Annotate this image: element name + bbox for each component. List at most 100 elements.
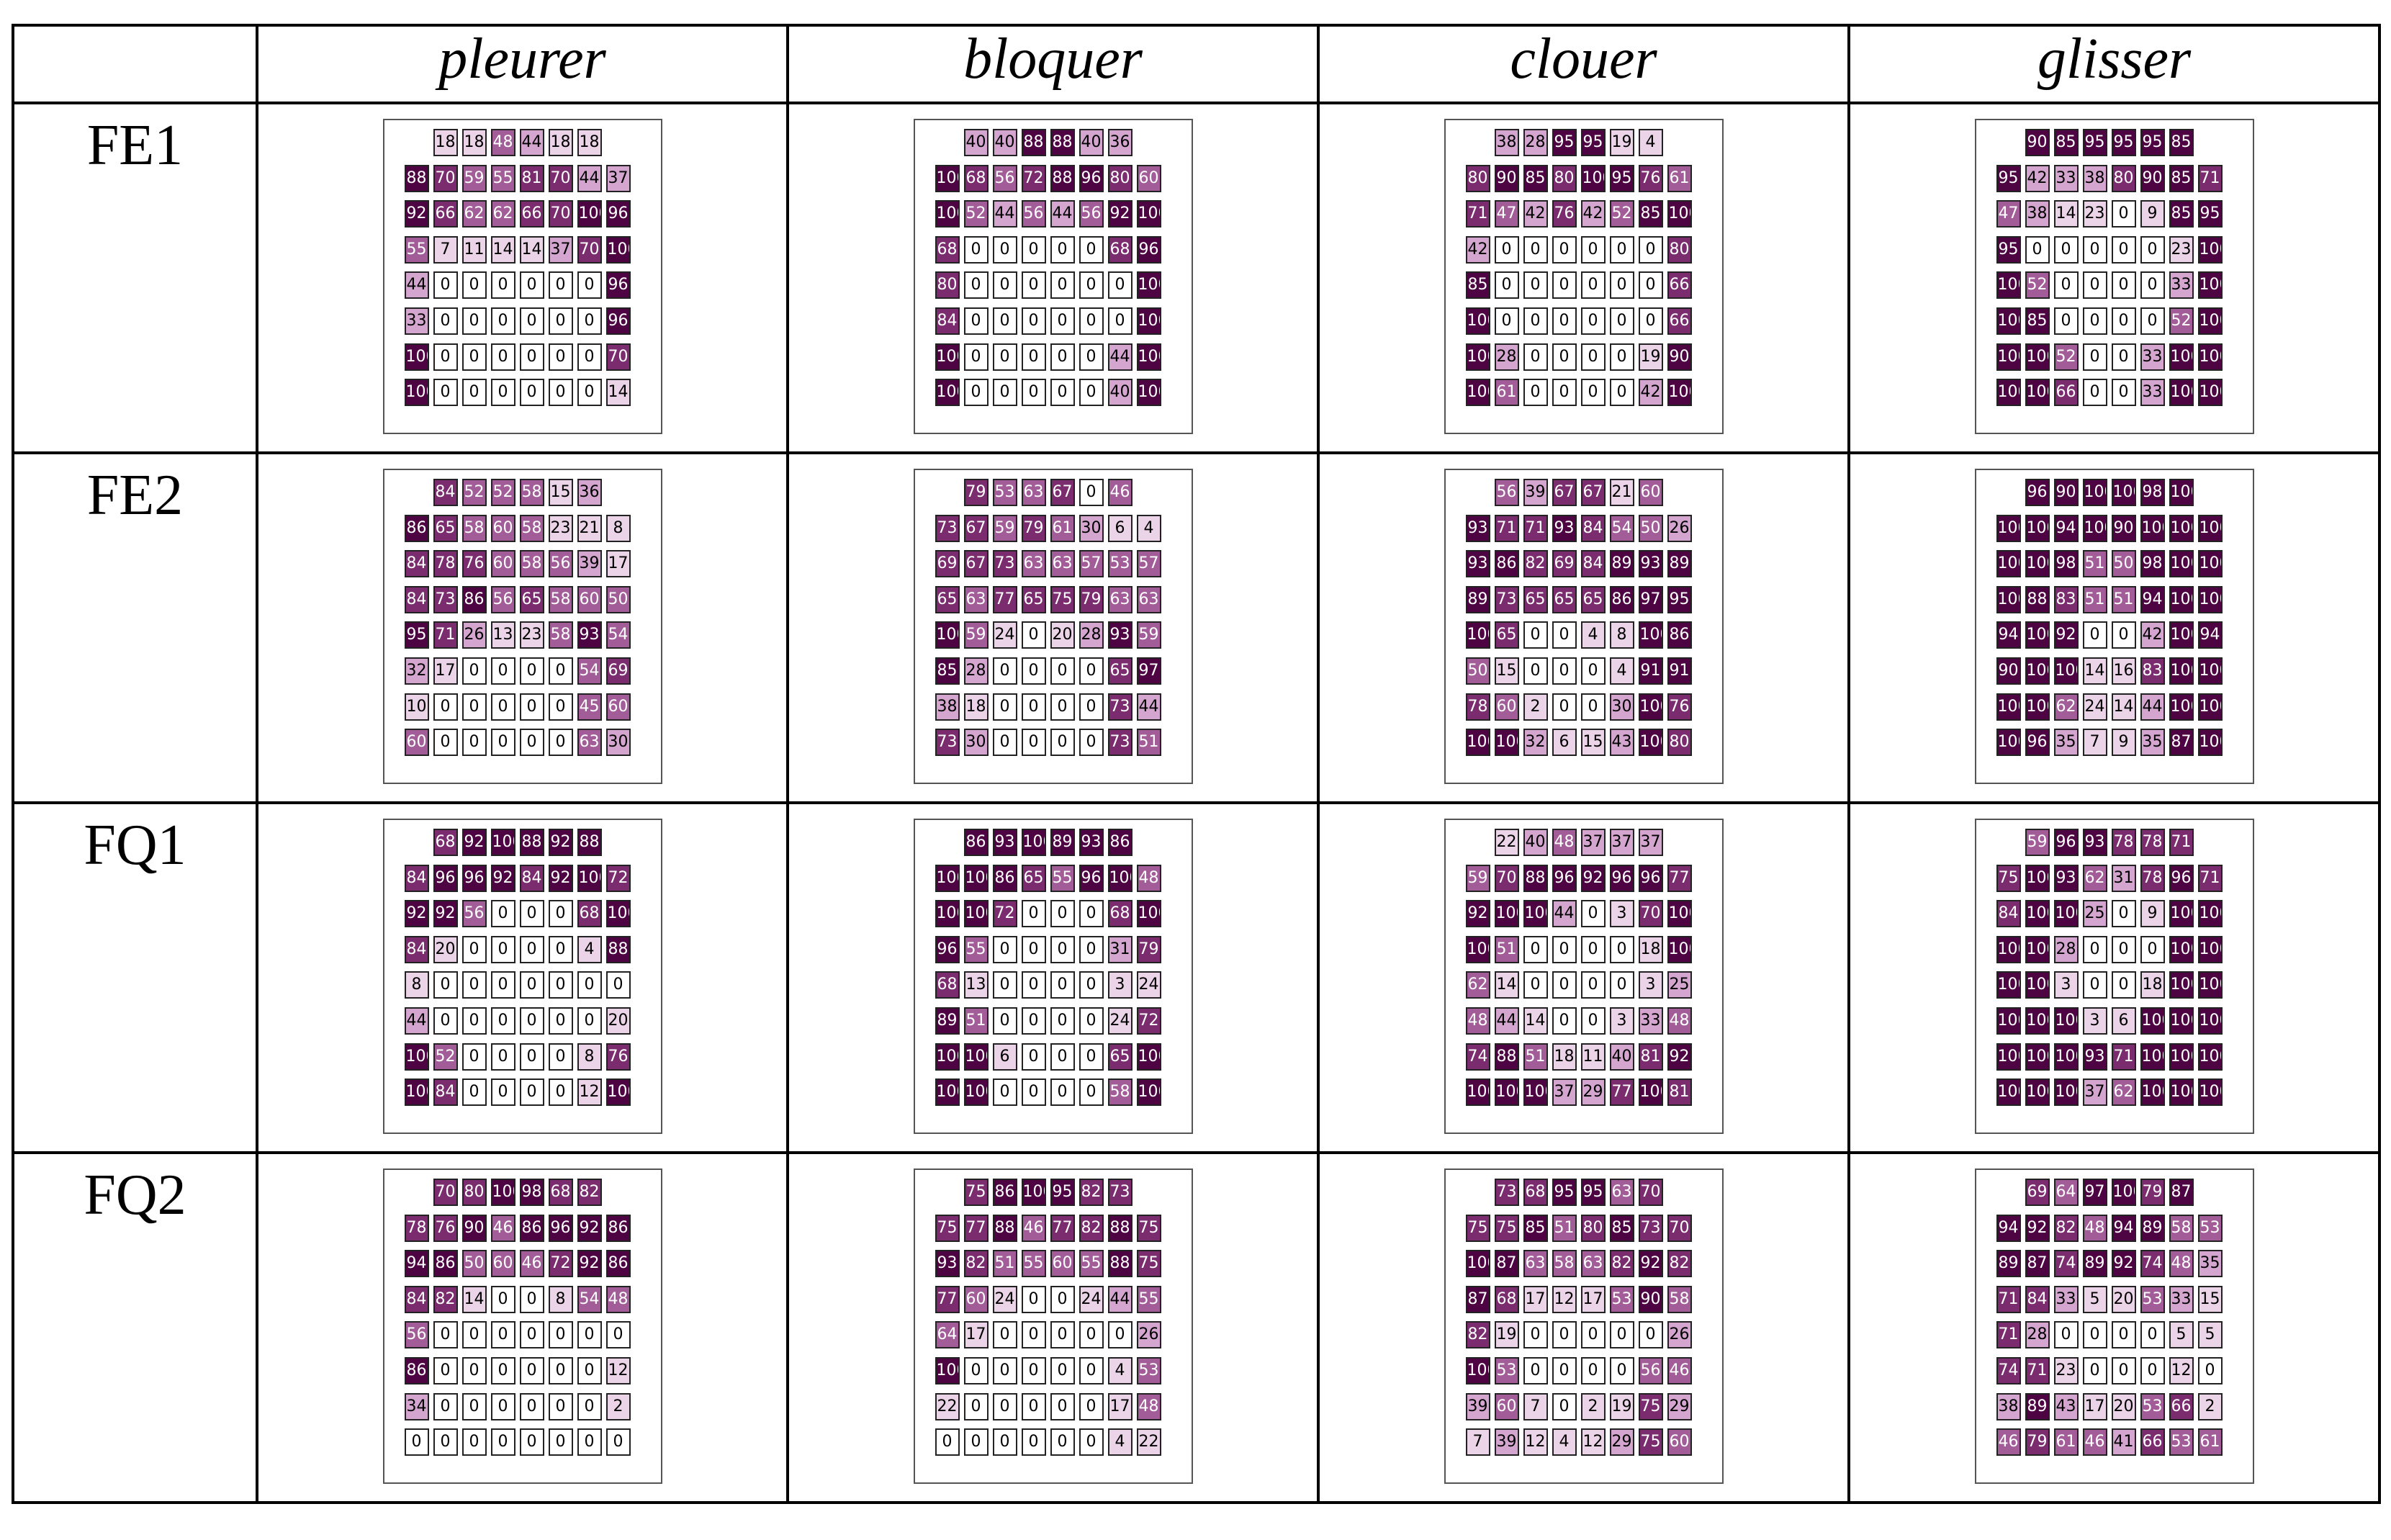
heatmap-cell: 0 [1523, 971, 1548, 999]
heatmap-cell: 56 [1021, 200, 1046, 228]
panel-cell: 7586100958273757788467782887593825155605… [786, 1151, 1320, 1504]
heatmap-cell: 0 [461, 1007, 487, 1035]
heatmap-cell: 0 [2053, 235, 2079, 264]
heatmap-cell: 82 [1079, 1179, 1104, 1206]
heatmap-cell: 100 [2197, 935, 2223, 963]
heatmap-cell: 0 [992, 1357, 1017, 1384]
heatmap-cell: 85 [1638, 200, 1663, 228]
heatmap-cell: 0 [577, 343, 602, 371]
heatmap-cell: 96 [1552, 864, 1577, 892]
heatmap-cell: 53 [1136, 1357, 1161, 1384]
heatmap-cell: 35 [2140, 729, 2165, 757]
heatmap-cell: 42 [1523, 200, 1548, 228]
heatmap-cell: 41 [2111, 1428, 2136, 1456]
heatmap-cell: 38 [1494, 129, 1519, 156]
heatmap-cell: 86 [1107, 829, 1133, 856]
heatmap-cell: 96 [2053, 829, 2079, 856]
heatmap-cell: 100 [2025, 971, 2050, 999]
heatmap-cell: 66 [433, 200, 458, 228]
heatmap-cell: 100 [1136, 343, 1161, 371]
heatmap-cell: 100 [2169, 657, 2194, 685]
heatmap-cell: 0 [519, 307, 544, 335]
heatmap-cell: 51 [992, 1250, 1017, 1278]
heatmap-cell: 75 [1465, 1214, 1490, 1242]
heatmap-cell: 94 [404, 1250, 429, 1278]
heatmap-cell: 93 [2053, 864, 2079, 892]
heatmap-cell: 65 [1580, 585, 1606, 613]
heatmap-cell: 37 [548, 235, 573, 264]
heatmap-cell: 83 [2140, 657, 2165, 685]
heatmap-cell: 95 [2197, 200, 2223, 228]
heatmap-cell: 68 [1494, 1285, 1519, 1313]
heatmap-cell: 74 [2140, 1250, 2165, 1278]
heatmap-cell: 93 [935, 1250, 960, 1278]
heatmap-cell: 73 [1107, 729, 1133, 757]
heatmap-cell: 0 [1079, 1043, 1104, 1071]
heatmap-cell: 63 [1609, 1179, 1634, 1206]
heatmap-cell: 0 [490, 1392, 515, 1420]
heatmap-cell: 62 [2082, 864, 2107, 892]
heatmap-cell: 0 [490, 729, 515, 757]
heatmap-cell: 0 [519, 1321, 544, 1349]
heatmap-cell: 0 [2140, 935, 2165, 963]
heatmap-cell: 33 [2053, 164, 2079, 192]
heatmap-cell: 90 [2111, 514, 2136, 542]
heatmap-cell: 51 [1494, 935, 1519, 963]
heatmap-cell: 100 [1996, 379, 2021, 407]
heatmap-cell: 100 [1667, 379, 1692, 407]
heatmap-cell: 22 [935, 1392, 960, 1420]
heatmap-cell: 65 [1021, 585, 1046, 613]
heatmap-cell: 24 [1136, 971, 1161, 999]
heatmap-cell: 19 [1609, 129, 1634, 156]
heatmap-cell: 50 [605, 585, 631, 613]
heatmap-cell: 100 [1638, 1079, 1663, 1107]
heatmap-cell: 44 [404, 271, 429, 300]
heatmap-cell: 0 [992, 1392, 1017, 1420]
heatmap-cell: 100 [2197, 379, 2223, 407]
heatmap-cell: 100 [1465, 621, 1490, 649]
heatmap-cell: 42 [1638, 379, 1663, 407]
heatmap-cell: 0 [577, 971, 602, 999]
heatmap-cell: 0 [1609, 1321, 1634, 1349]
heatmap-cell: 51 [1136, 729, 1161, 757]
heatmap-cell: 0 [992, 1321, 1017, 1349]
heatmap-cell: 70 [548, 164, 573, 192]
heatmap-cell: 40 [1523, 829, 1548, 856]
heatmap-cell: 0 [1021, 693, 1046, 721]
heatmap-cell: 88 [1494, 1043, 1519, 1071]
heatmap-cell: 100 [1021, 1179, 1046, 1206]
heatmap-cell: 90 [2140, 164, 2165, 192]
heatmap-cell: 3 [2053, 971, 2079, 999]
heatmap-cell: 62 [490, 200, 515, 228]
heatmap-cell: 28 [1523, 129, 1548, 156]
heatmap-cell: 100 [963, 864, 989, 892]
heatmap-cell: 44 [1050, 200, 1075, 228]
heatmap-cell: 50 [461, 1250, 487, 1278]
heatmap-cell: 86 [461, 585, 487, 613]
heatmap-cell: 26 [1667, 514, 1692, 542]
heatmap-cell: 32 [404, 657, 429, 685]
heatmap-cell: 100 [935, 164, 960, 192]
heatmap-cell: 80 [1107, 164, 1133, 192]
heatmap-cell: 53 [2197, 1214, 2223, 1242]
heatmap-cell: 52 [2053, 343, 2079, 371]
heatmap-cell: 72 [548, 1250, 573, 1278]
heatmap-cell: 0 [577, 1392, 602, 1420]
row-fq2: FQ2 708010098688278769046869692869486506… [12, 1151, 2381, 1504]
heatmap-cell: 62 [1465, 971, 1490, 999]
heatmap-cell: 70 [605, 343, 631, 371]
heatmap-cell: 71 [1523, 514, 1548, 542]
heatmap-cell: 100 [1667, 935, 1692, 963]
heatmap-cell: 0 [963, 235, 989, 264]
heatmap-cell: 100 [2025, 657, 2050, 685]
heatmap-cell: 0 [490, 343, 515, 371]
heatmap-cell: 44 [1494, 1007, 1519, 1035]
heatmap-cell: 19 [1609, 1392, 1634, 1420]
heatmap-cell: 100 [1136, 1079, 1161, 1107]
heatmap-cell: 14 [2082, 657, 2107, 685]
heatmap-cell: 97 [1638, 585, 1663, 613]
heatmap-panel: 6964971007987949282489489585389877489927… [1974, 1168, 2254, 1484]
heatmap-cell: 0 [2140, 1321, 2165, 1349]
heatmap-cell: 79 [1079, 585, 1104, 613]
heatmap-cell: 63 [1580, 1250, 1606, 1278]
